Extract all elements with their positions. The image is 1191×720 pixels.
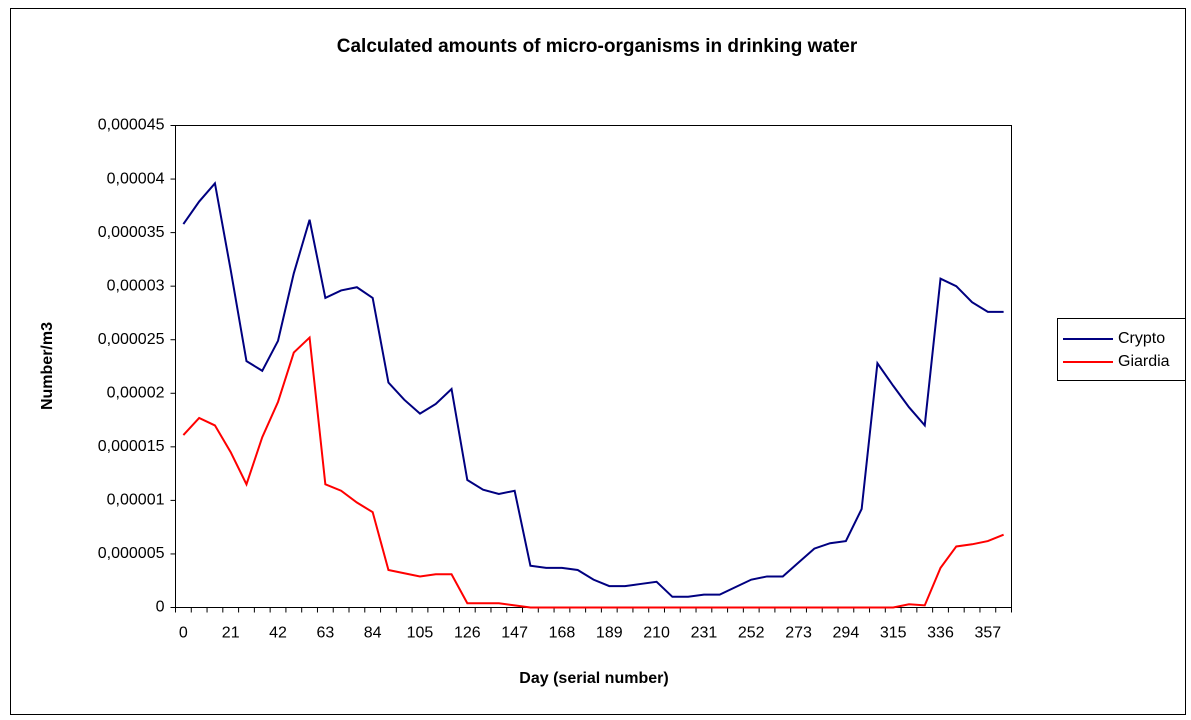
x-tick-label: 231 — [691, 625, 718, 642]
y-tick-label: 0,00003 — [107, 277, 165, 294]
y-tick-label: 0 — [156, 599, 165, 616]
x-tick-label: 126 — [454, 625, 481, 642]
chart-title: Calculated amounts of micro-organisms in… — [337, 36, 858, 57]
y-tick-label: 0,000035 — [98, 224, 165, 241]
x-tick-label: 147 — [501, 625, 528, 642]
x-tick-label: 294 — [833, 625, 860, 642]
x-tick-label: 105 — [407, 625, 434, 642]
y-tick-label: 0,00004 — [107, 170, 165, 187]
plot-area — [175, 125, 1012, 608]
x-tick-label: 273 — [785, 625, 812, 642]
y-tick-label: 0,00002 — [107, 384, 165, 401]
legend-label: Giardia — [1118, 353, 1170, 370]
x-tick-label: 21 — [222, 625, 240, 642]
legend — [1057, 318, 1186, 381]
x-tick-label: 252 — [738, 625, 765, 642]
y-tick-label: 0,000045 — [98, 117, 165, 134]
y-tick-label: 0,00001 — [107, 492, 165, 509]
y-axis-title: Number/m3 — [39, 322, 56, 410]
x-tick-label: 84 — [364, 625, 382, 642]
y-tick-label: 0,000025 — [98, 331, 165, 348]
x-tick-label: 189 — [596, 625, 623, 642]
x-tick-label: 168 — [549, 625, 576, 642]
x-tick-label: 315 — [880, 625, 907, 642]
x-tick-label: 63 — [316, 625, 334, 642]
x-tick-label: 0 — [179, 625, 188, 642]
x-tick-label: 42 — [269, 625, 287, 642]
series-line — [182, 181, 1004, 598]
x-tick-label: 336 — [927, 625, 954, 642]
x-tick-label: 357 — [974, 625, 1001, 642]
series-line — [182, 335, 1004, 609]
y-tick-label: 0,000005 — [98, 545, 165, 562]
x-tick-label: 210 — [643, 625, 670, 642]
y-tick-label: 0,000015 — [98, 438, 165, 455]
x-axis-title: Day (serial number) — [519, 670, 668, 687]
legend-label: Crypto — [1118, 330, 1165, 347]
